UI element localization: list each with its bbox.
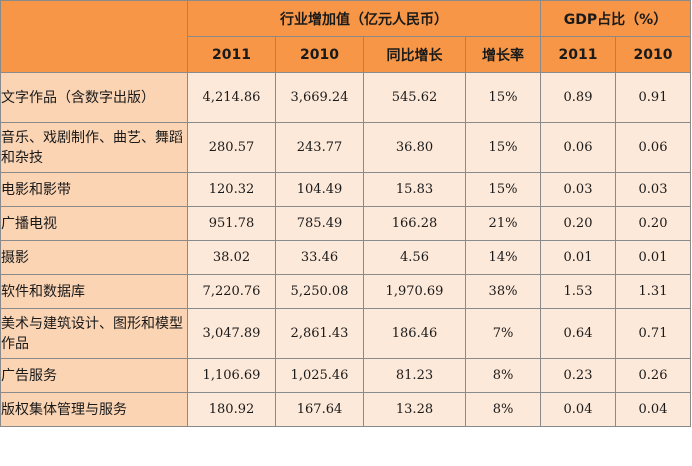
yoy-growth: 13.28 (363, 392, 466, 427)
gdp-share-2011: 0.01 (540, 240, 616, 275)
yoy-growth: 15.83 (363, 172, 466, 207)
row-category: 摄影 (0, 240, 188, 275)
row-category: 电影和影带 (0, 172, 188, 207)
value-2010: 5,250.08 (275, 274, 364, 309)
yoy-growth: 166.28 (363, 206, 466, 241)
row-category: 广告服务 (0, 358, 188, 393)
yoy-growth: 545.62 (363, 72, 466, 123)
value-2010: 3,669.24 (275, 72, 364, 123)
yoy-growth: 4.56 (363, 240, 466, 275)
value-2011: 120.32 (187, 172, 276, 207)
yoy-growth: 81.23 (363, 358, 466, 393)
row-category: 美术与建筑设计、图形和模型作品 (0, 308, 188, 359)
gdp-share-2010: 0.01 (615, 240, 691, 275)
gdp-share-2011: 0.89 (540, 72, 616, 123)
value-2010: 1,025.46 (275, 358, 364, 393)
row-category: 广播电视 (0, 206, 188, 241)
gdp-share-2010: 0.71 (615, 308, 691, 359)
col-header-gdp-2010: 2010 (615, 36, 691, 73)
row-category: 音乐、戏剧制作、曲艺、舞蹈和杂技 (0, 122, 188, 173)
gdp-share-2011: 0.64 (540, 308, 616, 359)
table-row: 文字作品（含数字出版） 4,214.86 3,669.24 545.62 15%… (0, 72, 691, 123)
value-2010: 167.64 (275, 392, 364, 427)
growth-rate: 8% (465, 358, 541, 393)
value-2010: 33.46 (275, 240, 364, 275)
value-added-header: 行业增加值（亿元人民币） (187, 0, 541, 37)
growth-rate: 14% (465, 240, 541, 275)
value-2010: 104.49 (275, 172, 364, 207)
col-header-2010: 2010 (275, 36, 364, 73)
table-row: 广告服务 1,106.69 1,025.46 81.23 8% 0.23 0.2… (0, 358, 691, 393)
value-2010: 785.49 (275, 206, 364, 241)
col-header-yoy: 同比增长 (363, 36, 466, 73)
table-row: 软件和数据库 7,220.76 5,250.08 1,970.69 38% 1.… (0, 274, 691, 309)
row-category: 软件和数据库 (0, 274, 188, 309)
gdp-share-2011: 0.23 (540, 358, 616, 393)
table-row: 美术与建筑设计、图形和模型作品 3,047.89 2,861.43 186.46… (0, 308, 691, 359)
row-category: 版权集体管理与服务 (0, 392, 188, 427)
value-2011: 3,047.89 (187, 308, 276, 359)
value-2011: 38.02 (187, 240, 276, 275)
growth-rate: 15% (465, 72, 541, 123)
growth-rate: 8% (465, 392, 541, 427)
table-row: 电影和影带 120.32 104.49 15.83 15% 0.03 0.03 (0, 172, 691, 207)
value-2011: 1,106.69 (187, 358, 276, 393)
value-2011: 280.57 (187, 122, 276, 173)
growth-rate: 15% (465, 122, 541, 173)
value-2011: 951.78 (187, 206, 276, 241)
gdp-share-2010: 0.03 (615, 172, 691, 207)
gdp-share-2010: 0.06 (615, 122, 691, 173)
gdp-share-2011: 0.04 (540, 392, 616, 427)
gdp-share-2010: 0.91 (615, 72, 691, 123)
yoy-growth: 1,970.69 (363, 274, 466, 309)
col-header-gdp-2011: 2011 (540, 36, 616, 73)
row-category: 文字作品（含数字出版） (0, 72, 188, 123)
value-2011: 4,214.86 (187, 72, 276, 123)
growth-rate: 7% (465, 308, 541, 359)
gdp-share-2010: 1.31 (615, 274, 691, 309)
col-header-2011: 2011 (187, 36, 276, 73)
table-row: 广播电视 951.78 785.49 166.28 21% 0.20 0.20 (0, 206, 691, 241)
gdp-share-2011: 0.06 (540, 122, 616, 173)
copyright-industry-table: 行业增加值（亿元人民币） GDP占比（%） 2011 2010 同比增长 增长率… (0, 0, 691, 427)
gdp-share-header: GDP占比（%） (540, 0, 691, 37)
growth-rate: 15% (465, 172, 541, 207)
gdp-share-2010: 0.04 (615, 392, 691, 427)
gdp-share-2010: 0.20 (615, 206, 691, 241)
growth-rate: 21% (465, 206, 541, 241)
yoy-growth: 36.80 (363, 122, 466, 173)
yoy-growth: 186.46 (363, 308, 466, 359)
table-row: 音乐、戏剧制作、曲艺、舞蹈和杂技 280.57 243.77 36.80 15%… (0, 122, 691, 173)
gdp-share-2011: 1.53 (540, 274, 616, 309)
col-header-rate: 增长率 (465, 36, 541, 73)
gdp-share-2010: 0.26 (615, 358, 691, 393)
category-header (0, 0, 188, 73)
value-2011: 7,220.76 (187, 274, 276, 309)
value-2010: 243.77 (275, 122, 364, 173)
value-2011: 180.92 (187, 392, 276, 427)
value-2010: 2,861.43 (275, 308, 364, 359)
gdp-share-2011: 0.03 (540, 172, 616, 207)
gdp-share-2011: 0.20 (540, 206, 616, 241)
growth-rate: 38% (465, 274, 541, 309)
table-row: 版权集体管理与服务 180.92 167.64 13.28 8% 0.04 0.… (0, 392, 691, 427)
table-row: 摄影 38.02 33.46 4.56 14% 0.01 0.01 (0, 240, 691, 275)
